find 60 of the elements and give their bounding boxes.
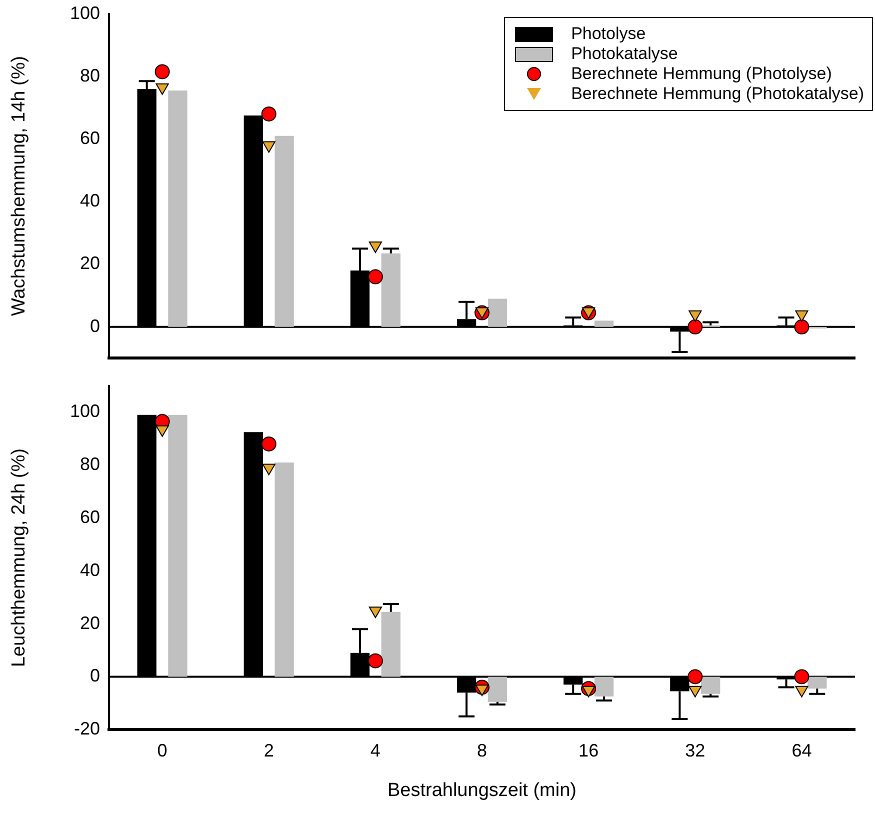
point <box>154 64 170 80</box>
bar <box>488 676 508 702</box>
point <box>794 669 810 684</box>
bar <box>701 676 720 694</box>
point <box>368 653 383 668</box>
bar <box>594 320 614 327</box>
legend-label: Berechnete Hemmung (Photolyse) <box>571 64 832 84</box>
y-tick-label: 20 <box>80 612 100 633</box>
x-tick-label: 2 <box>264 740 274 760</box>
bar <box>488 298 508 327</box>
y-tick-label: 0 <box>90 316 100 336</box>
point <box>261 436 276 452</box>
point <box>688 686 702 698</box>
x-tick-label: 4 <box>370 740 380 760</box>
bar <box>168 90 188 327</box>
point <box>261 106 276 122</box>
y-tick-label: 20 <box>80 253 100 274</box>
y-axis-title: Wachstumshemmung, 14h (%) <box>8 56 30 316</box>
point <box>582 686 596 698</box>
x-tick-label: 64 <box>792 740 812 760</box>
bar <box>808 676 827 689</box>
y-tick-label: -20 <box>74 718 100 739</box>
legend-label: Photokatalyse <box>571 44 678 64</box>
point <box>688 319 703 334</box>
point <box>156 425 169 437</box>
bar <box>381 612 400 677</box>
x-tick-label: 32 <box>685 740 706 760</box>
y-tick-label: 0 <box>90 666 100 686</box>
y-tick-label: 60 <box>80 128 100 148</box>
point <box>368 269 383 284</box>
bar <box>594 676 614 697</box>
x-axis-title: Bestrahlungszeit (min) <box>387 780 577 801</box>
legend-label: Berechnete Hemmung (Photokatalyse) <box>571 84 864 104</box>
y-tick-label: 80 <box>80 65 100 86</box>
point <box>368 241 382 253</box>
y-tick-label: 40 <box>80 190 100 211</box>
y-tick-label: 80 <box>80 454 100 474</box>
bar <box>168 414 188 677</box>
point <box>262 464 276 476</box>
point <box>794 319 810 334</box>
point <box>795 310 808 322</box>
bar <box>274 136 294 327</box>
x-tick-label: 8 <box>476 740 488 760</box>
y-tick-label: 60 <box>80 507 100 527</box>
legend-label: Photolyse <box>571 24 646 44</box>
x-tick-label: 0 <box>157 740 168 760</box>
point <box>688 669 703 684</box>
point <box>795 686 808 698</box>
y-axis-title: Leuchthemmung, 24h (%) <box>8 448 30 668</box>
point <box>156 83 169 95</box>
point <box>368 606 382 618</box>
y-tick-label: 100 <box>70 401 100 422</box>
bar <box>274 462 294 677</box>
y-tick-label: 100 <box>70 2 100 23</box>
y-tick-label: 40 <box>80 560 100 580</box>
point <box>688 310 702 322</box>
point <box>475 684 489 696</box>
x-tick-label: 16 <box>578 740 599 760</box>
point <box>262 141 276 153</box>
bar <box>381 253 400 327</box>
